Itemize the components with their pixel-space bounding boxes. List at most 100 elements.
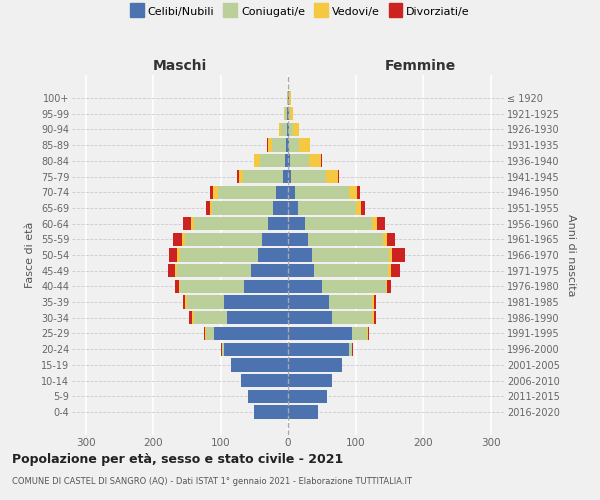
Bar bbox=[361, 201, 365, 214]
Bar bbox=[276, 186, 288, 199]
Text: COMUNE DI CASTEL DI SANGRO (AQ) - Dati ISTAT 1° gennaio 2021 - Elaborazione TUTT: COMUNE DI CASTEL DI SANGRO (AQ) - Dati I… bbox=[12, 478, 412, 486]
Bar bbox=[288, 327, 352, 340]
Bar bbox=[193, 311, 227, 324]
Bar bbox=[290, 170, 326, 183]
Bar bbox=[308, 232, 383, 246]
Bar bbox=[352, 327, 367, 340]
Bar bbox=[288, 138, 289, 152]
Bar bbox=[224, 342, 288, 356]
Bar bbox=[182, 217, 191, 230]
Bar bbox=[243, 170, 283, 183]
Bar bbox=[332, 311, 373, 324]
Bar bbox=[309, 154, 321, 168]
Bar bbox=[286, 154, 288, 168]
Bar bbox=[211, 186, 213, 199]
Bar bbox=[288, 107, 289, 120]
Bar bbox=[281, 123, 287, 136]
Bar bbox=[355, 201, 361, 214]
Bar bbox=[299, 138, 310, 152]
Bar bbox=[287, 123, 288, 136]
Bar bbox=[377, 217, 385, 230]
Bar bbox=[311, 248, 389, 262]
Bar bbox=[169, 248, 177, 262]
Bar bbox=[288, 264, 314, 278]
Bar bbox=[290, 107, 293, 120]
Bar bbox=[288, 201, 298, 214]
Bar bbox=[283, 170, 288, 183]
Bar bbox=[206, 327, 214, 340]
Bar bbox=[295, 186, 349, 199]
Bar bbox=[262, 232, 288, 246]
Bar bbox=[288, 232, 308, 246]
Bar bbox=[286, 138, 288, 152]
Bar bbox=[338, 170, 340, 183]
Bar bbox=[238, 170, 239, 183]
Bar bbox=[244, 280, 288, 293]
Bar bbox=[289, 92, 291, 104]
Bar bbox=[392, 248, 406, 262]
Bar bbox=[288, 296, 329, 309]
Bar bbox=[357, 186, 359, 199]
Bar bbox=[367, 327, 368, 340]
Bar bbox=[349, 186, 357, 199]
Bar bbox=[288, 123, 289, 136]
Bar bbox=[288, 217, 305, 230]
Bar bbox=[290, 154, 309, 168]
Bar bbox=[288, 374, 332, 387]
Bar bbox=[227, 311, 288, 324]
Bar bbox=[388, 264, 391, 278]
Legend: Celibi/Nubili, Coniugati/e, Vedovi/e, Divorziati/e: Celibi/Nubili, Coniugati/e, Vedovi/e, Di… bbox=[130, 6, 470, 17]
Bar bbox=[386, 280, 387, 293]
Bar bbox=[286, 107, 287, 120]
Bar bbox=[289, 123, 293, 136]
Bar bbox=[221, 342, 222, 356]
Bar bbox=[288, 154, 290, 168]
Bar bbox=[182, 232, 185, 246]
Bar bbox=[329, 296, 373, 309]
Bar bbox=[289, 107, 290, 120]
Bar bbox=[314, 264, 388, 278]
Bar bbox=[273, 201, 288, 214]
Bar bbox=[322, 280, 386, 293]
Bar bbox=[268, 138, 272, 152]
Bar bbox=[213, 186, 218, 199]
Bar bbox=[257, 248, 288, 262]
Bar bbox=[203, 327, 205, 340]
Bar bbox=[349, 342, 352, 356]
Bar bbox=[284, 107, 286, 120]
Bar bbox=[288, 406, 319, 418]
Bar bbox=[288, 248, 311, 262]
Bar bbox=[214, 327, 288, 340]
Bar bbox=[288, 186, 295, 199]
Bar bbox=[193, 217, 268, 230]
Bar bbox=[182, 296, 185, 309]
Bar bbox=[287, 92, 288, 104]
Bar bbox=[326, 170, 338, 183]
Bar bbox=[254, 154, 260, 168]
Bar bbox=[288, 342, 349, 356]
Bar bbox=[267, 138, 268, 152]
Bar bbox=[210, 201, 212, 214]
Bar bbox=[373, 311, 374, 324]
Bar bbox=[192, 311, 193, 324]
Bar bbox=[222, 342, 224, 356]
Bar bbox=[185, 232, 262, 246]
Bar bbox=[321, 154, 322, 168]
Bar bbox=[391, 264, 400, 278]
Bar bbox=[272, 138, 286, 152]
Bar bbox=[185, 296, 187, 309]
Bar bbox=[175, 280, 179, 293]
Bar bbox=[187, 296, 224, 309]
Bar bbox=[374, 296, 376, 309]
Bar bbox=[278, 123, 281, 136]
Bar bbox=[387, 280, 391, 293]
Bar bbox=[180, 248, 257, 262]
Bar bbox=[205, 327, 206, 340]
Text: Popolazione per età, sesso e stato civile - 2021: Popolazione per età, sesso e stato civil… bbox=[12, 452, 343, 466]
Bar bbox=[373, 217, 377, 230]
Bar bbox=[179, 280, 180, 293]
Bar bbox=[293, 123, 299, 136]
Text: Maschi: Maschi bbox=[153, 58, 207, 72]
Bar bbox=[288, 92, 289, 104]
Text: Femmine: Femmine bbox=[385, 58, 455, 72]
